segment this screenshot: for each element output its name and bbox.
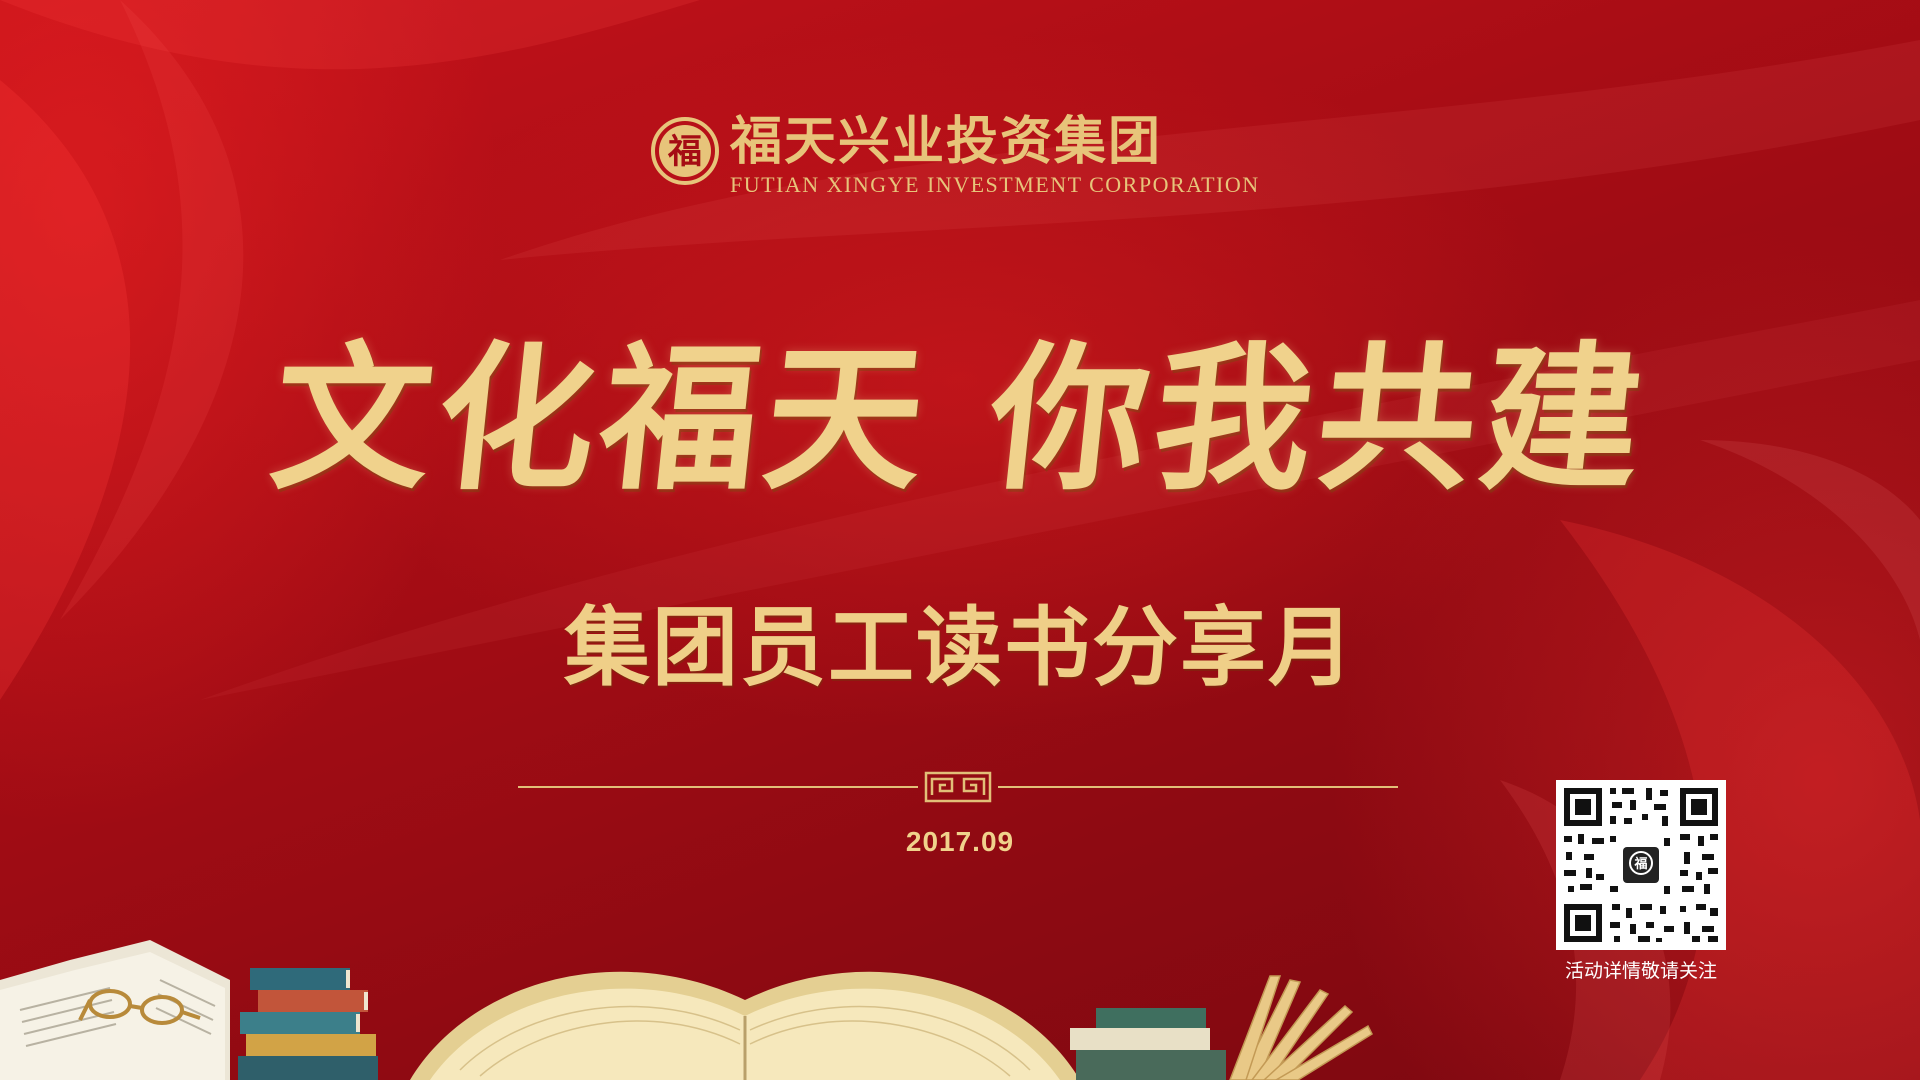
fret-ornament-icon — [924, 771, 992, 803]
qr-code[interactable]: 福 — [1556, 780, 1726, 950]
books-decoration — [0, 940, 1373, 1080]
ornamental-divider — [518, 771, 1398, 803]
qr-code-pattern: 福 — [1556, 780, 1726, 950]
logo-emblem-icon: 福 — [651, 117, 719, 185]
logo-emblem-char: 福 — [667, 132, 702, 172]
subtitle: 集团员工读书分享月 — [564, 597, 1356, 698]
right-fanned-book — [1229, 975, 1373, 1080]
company-name-en: FUTIAN XINGYE INVESTMENT CORPORATION — [730, 172, 1260, 197]
right-book-stack — [1070, 1008, 1226, 1080]
left-book-stack — [238, 968, 378, 1080]
glasses-icon — [78, 989, 201, 1025]
left-open-book — [0, 940, 230, 1080]
company-logo: 福 福天兴业投资集团 FUTIAN XINGYE INVESTMENT CORP… — [650, 111, 1270, 197]
company-name-cn: 福天兴业投资集团 — [730, 111, 1163, 172]
center-open-book — [410, 971, 1080, 1080]
qr-caption: 活动详情敬请关注 — [1564, 960, 1717, 982]
main-title: 文化福天 你我共建 — [263, 327, 1657, 512]
qr-center-logo: 福 — [1633, 856, 1647, 872]
event-date: 2017.09 — [905, 826, 1015, 857]
